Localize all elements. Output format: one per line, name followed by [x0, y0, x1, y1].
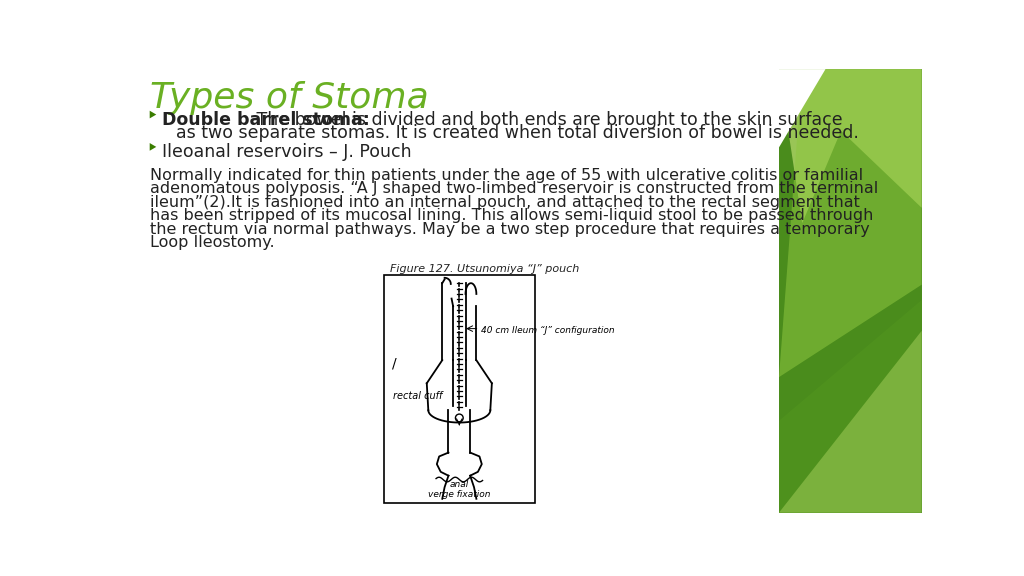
Text: The bowel is divided and both ends are brought to the skin surface: The bowel is divided and both ends are b…	[251, 111, 843, 128]
Text: Types of Stoma: Types of Stoma	[150, 81, 428, 115]
Polygon shape	[779, 69, 922, 377]
Text: ileum”(2).It is fashioned into an internal pouch, and attached to the rectal seg: ileum”(2).It is fashioned into an intern…	[150, 195, 859, 210]
Polygon shape	[128, 69, 825, 513]
Text: has been stripped of its mucosal lining. This allows semi-liquid stool to be pas: has been stripped of its mucosal lining.…	[150, 208, 873, 223]
Polygon shape	[150, 143, 157, 151]
Polygon shape	[128, 69, 779, 513]
Text: Ileoanal reservoirs – J. Pouch: Ileoanal reservoirs – J. Pouch	[162, 143, 412, 161]
Text: Figure 127. Utsunomiya “J” pouch: Figure 127. Utsunomiya “J” pouch	[390, 264, 580, 274]
Text: 40 cm Ileum “J” configuration: 40 cm Ileum “J” configuration	[481, 325, 614, 335]
Text: anal
verge fixation: anal verge fixation	[428, 480, 490, 499]
Polygon shape	[779, 69, 922, 513]
Text: rectal cuff: rectal cuff	[393, 391, 442, 401]
Text: adenomatous polyposis. “A J shaped two-limbed reservoir is constructed from the : adenomatous polyposis. “A J shaped two-l…	[150, 181, 878, 196]
Text: Normally indicated for thin patients under the age of 55 with ulcerative colitis: Normally indicated for thin patients und…	[150, 168, 863, 183]
Polygon shape	[779, 331, 922, 513]
Text: as two separate stomas. It is created when total diversion of bowel is needed.: as two separate stomas. It is created wh…	[176, 124, 859, 142]
Polygon shape	[779, 69, 922, 223]
Polygon shape	[671, 300, 922, 513]
Text: /: /	[391, 357, 396, 370]
Bar	[384, 275, 535, 503]
Text: Loop Ileostomy.: Loop Ileostomy.	[150, 235, 274, 250]
Text: Double barrel stoma:: Double barrel stoma:	[162, 111, 370, 128]
Polygon shape	[150, 111, 157, 119]
Text: the rectum via normal pathways. May be a two step procedure that requires a temp: the rectum via normal pathways. May be a…	[150, 222, 869, 237]
